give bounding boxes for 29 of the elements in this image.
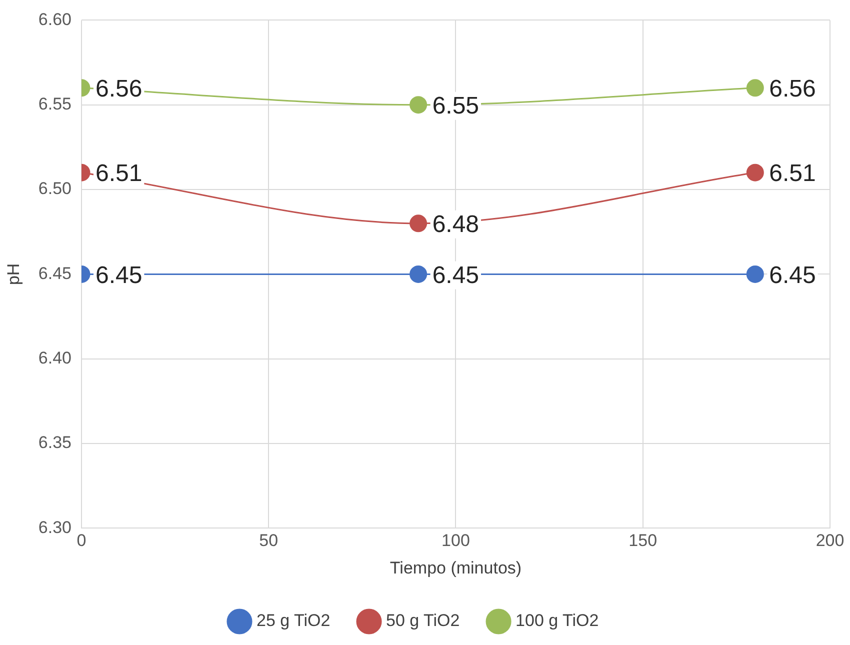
legend-label: 50 g TiO2: [386, 611, 460, 630]
data-label: 6.48: [432, 211, 480, 238]
point: [746, 79, 764, 97]
data-label: 6.51: [769, 160, 816, 188]
data-label: 6.51: [95, 160, 142, 188]
y-tick-label: 6.40: [38, 348, 72, 368]
data-label: 6.45: [432, 262, 480, 289]
legend-label: 100 g TiO2: [516, 611, 599, 630]
y-tick-label: 6.60: [38, 10, 72, 29]
x-tick-label: 100: [442, 531, 470, 550]
point: [746, 265, 764, 283]
y-tick-label: 6.35: [38, 433, 72, 452]
x-tick-label: 50: [259, 531, 278, 550]
x-tick-label: 150: [628, 531, 658, 550]
y-tick-label: 6.50: [38, 179, 72, 198]
data-label: 6.45: [95, 262, 142, 289]
y-tick-label: 6.55: [38, 94, 72, 114]
x-axis-title: Tiempo (minutos): [390, 558, 522, 578]
data-label: 6.56: [95, 76, 142, 103]
y-tick-label: 6.30: [38, 518, 72, 537]
data-label: 6.56: [769, 76, 816, 103]
point: [746, 164, 764, 182]
data-label: 6.55: [432, 92, 480, 120]
y-tick-label: 6.45: [38, 264, 72, 283]
x-tick-label: 0: [76, 531, 86, 550]
x-tick-label: 200: [816, 531, 844, 550]
data-label: 6.45: [769, 262, 816, 289]
y-axis-title: pH: [4, 263, 23, 286]
legend-label: 25 g TiO2: [256, 611, 330, 630]
